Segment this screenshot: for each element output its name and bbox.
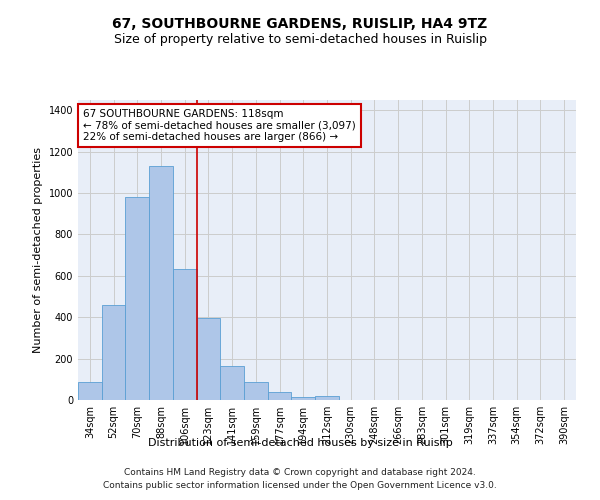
Bar <box>125 197 149 400</box>
Text: 67, SOUTHBOURNE GARDENS, RUISLIP, HA4 9TZ: 67, SOUTHBOURNE GARDENS, RUISLIP, HA4 9T… <box>112 18 488 32</box>
Bar <box>244 382 268 400</box>
Bar <box>102 305 125 400</box>
Bar <box>268 392 292 400</box>
Bar <box>173 268 197 400</box>
Bar <box>220 366 244 400</box>
Y-axis label: Number of semi-detached properties: Number of semi-detached properties <box>33 147 43 353</box>
Bar <box>315 396 339 400</box>
Bar <box>78 382 102 400</box>
Bar <box>292 397 315 400</box>
Text: Contains public sector information licensed under the Open Government Licence v3: Contains public sector information licen… <box>103 482 497 490</box>
Text: Size of property relative to semi-detached houses in Ruislip: Size of property relative to semi-detach… <box>113 32 487 46</box>
Text: Distribution of semi-detached houses by size in Ruislip: Distribution of semi-detached houses by … <box>148 438 452 448</box>
Bar <box>149 166 173 400</box>
Bar <box>197 318 220 400</box>
Text: 67 SOUTHBOURNE GARDENS: 118sqm
← 78% of semi-detached houses are smaller (3,097): 67 SOUTHBOURNE GARDENS: 118sqm ← 78% of … <box>83 109 356 142</box>
Text: Contains HM Land Registry data © Crown copyright and database right 2024.: Contains HM Land Registry data © Crown c… <box>124 468 476 477</box>
